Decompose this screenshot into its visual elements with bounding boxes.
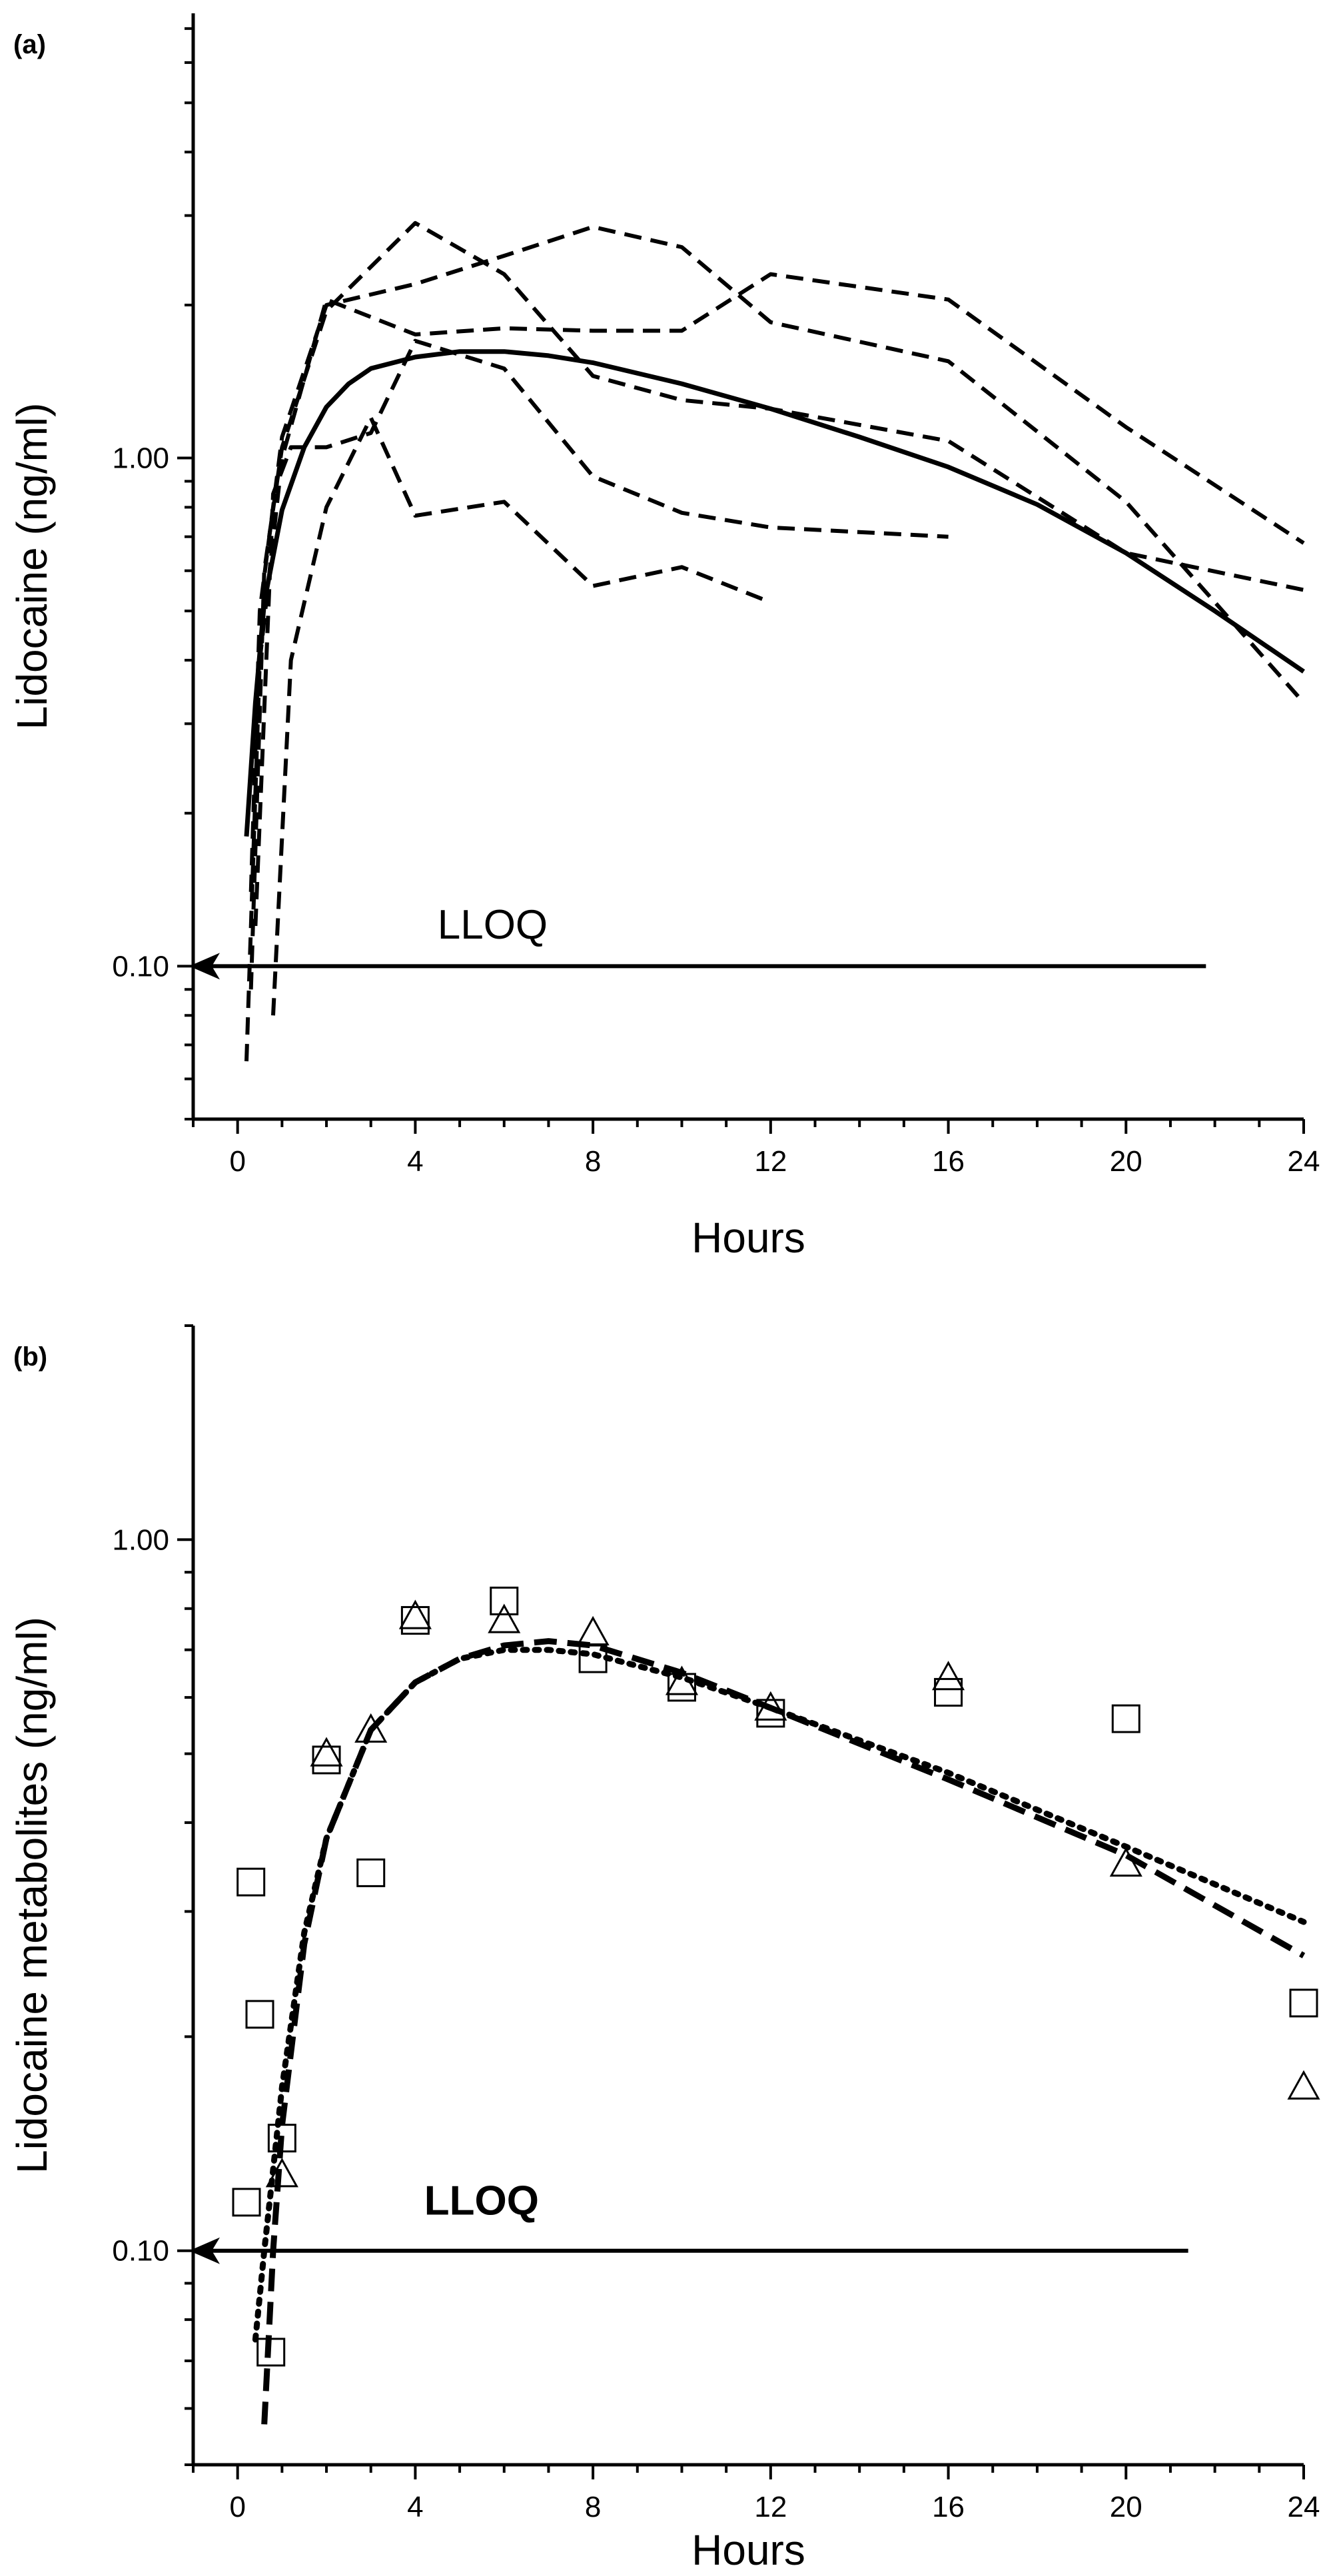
triangle-marker-b (932, 1661, 965, 1691)
x-tick-label-b: 8 (585, 2491, 601, 2523)
series-line-a-5 (253, 338, 949, 927)
y-tick-label-b: 0.10 (112, 2235, 169, 2268)
series-line-a-4 (248, 220, 1304, 990)
x-tick-label-a: 12 (754, 1145, 787, 1178)
square-marker-b (1111, 1704, 1140, 1733)
series-line-a-6 (271, 416, 771, 1016)
triangle-marker-b (1109, 1847, 1142, 1877)
y-tick-label-b: 1.00 (112, 1523, 169, 1556)
x-tick-label-b: 20 (1110, 2491, 1142, 2523)
triangle-marker-b (488, 1603, 521, 1633)
triangle-marker-b (754, 1691, 787, 1721)
x-tick-label-a: 8 (585, 1145, 601, 1178)
panel-b: (b) Lidocaine metabolites (ng/ml) Hours … (8, 1324, 1320, 2574)
x-tick-label-a: 24 (1288, 1145, 1320, 1178)
square-marker-b (267, 2124, 296, 2153)
triangle-marker-b (354, 1713, 388, 1743)
x-tick-label-a: 4 (407, 1145, 423, 1178)
panel-label-b: (b) (13, 1342, 47, 1372)
square-marker-b (667, 1673, 696, 1702)
square-marker-b (245, 2000, 274, 2029)
triangle-marker-b (398, 1599, 432, 1629)
panel-label-a: (a) (13, 30, 46, 59)
triangle-marker-b (1287, 2070, 1320, 2100)
triangle-marker-b (665, 1665, 699, 1695)
x-tick-label-b: 4 (407, 2491, 423, 2523)
triangle-marker-b (310, 1737, 343, 1767)
square-marker-b (400, 1605, 430, 1635)
x-tick-label-a: 20 (1110, 1145, 1142, 1178)
x-tick-label-b: 0 (229, 2491, 245, 2523)
series-line-a-3 (244, 272, 1305, 1062)
square-marker-b (1289, 1988, 1318, 2018)
plot-area-b: 0 4 8 12 16 20 24 0.10 1.00 (112, 1324, 1320, 2523)
x-tick-label-b: 16 (932, 2491, 965, 2523)
square-marker-b (934, 1677, 963, 1707)
lloq-label-a: LLOQ (438, 902, 548, 948)
x-axis-title-a: Hours (691, 1214, 805, 1262)
lloq-arrow-b (189, 2237, 220, 2264)
x-tick-label-b: 24 (1288, 2491, 1320, 2523)
series-line-a-2 (248, 224, 1306, 892)
square-marker-b (490, 1586, 519, 1615)
y-axis-title-b: Lidocaine metabolites (ng/ml) (8, 1617, 56, 2174)
panel-a: (a) Lidocaine (ng/ml) Hours LLOQ 0 4 8 12 16… (8, 13, 1320, 1262)
square-marker-b (578, 1644, 608, 1673)
square-marker-b (256, 2338, 286, 2367)
square-marker-b (756, 1699, 785, 1728)
square-marker-b (236, 1867, 266, 1897)
y-tick-label-a: 0.10 (112, 950, 169, 983)
lloq-label-b: LLOQ (424, 2178, 539, 2224)
x-tick-label-b: 12 (754, 2491, 787, 2523)
lloq-arrow-a (189, 953, 220, 980)
plot-area-a: 0 4 8 12 16 20 24 0.10 1.00 (112, 13, 1320, 1178)
square-marker-b (312, 1745, 341, 1775)
x-tick-label-a: 16 (932, 1145, 965, 1178)
y-axis-title-a: Lidocaine (ng/ml) (8, 403, 56, 730)
series-line-a-1 (244, 349, 1305, 837)
square-marker-b (232, 2188, 261, 2217)
series-line-b-2 (252, 1647, 1307, 2343)
square-marker-b (356, 1858, 386, 1887)
y-tick-label-a: 1.00 (112, 442, 169, 475)
x-tick-label-a: 0 (229, 1145, 245, 1178)
series-line-b-1 (261, 1638, 1306, 2425)
triangle-marker-b (265, 2158, 298, 2188)
triangle-marker-b (576, 1615, 610, 1645)
x-axis-title-b: Hours (691, 2526, 805, 2574)
